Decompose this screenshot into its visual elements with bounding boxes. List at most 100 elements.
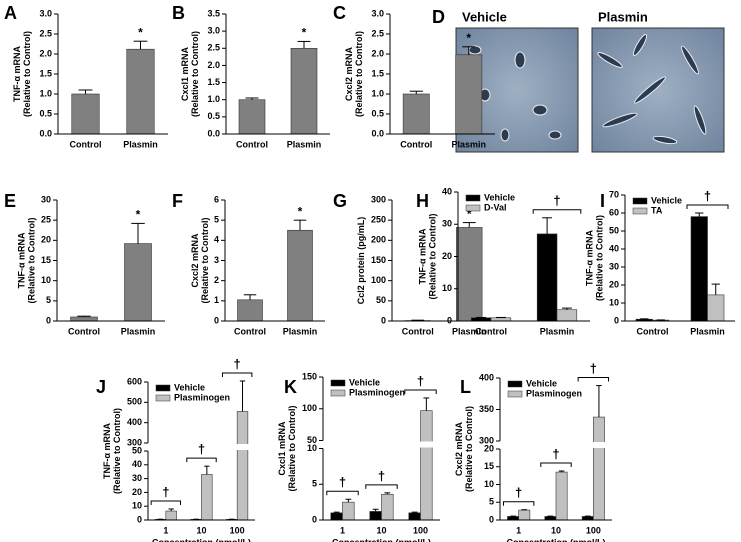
bracket <box>577 377 610 382</box>
bar <box>544 516 557 521</box>
legend-swatch <box>465 194 481 202</box>
annotation: * <box>298 204 303 218</box>
legend-label: D-Val <box>484 202 507 212</box>
y-axis-label: Cxcl1 mRNA <box>180 46 190 101</box>
bar <box>236 411 249 521</box>
y-tick-label: 5 <box>214 215 219 225</box>
y-tick-label: 1.0 <box>207 94 220 104</box>
annotation: † <box>339 475 346 490</box>
y-tick-label: 3.0 <box>207 26 220 36</box>
bar <box>690 216 708 322</box>
bar <box>126 48 155 135</box>
bar <box>507 516 519 521</box>
x-tick-label: 100 <box>413 525 428 535</box>
panel-letter: H <box>416 191 429 211</box>
bar <box>342 501 355 521</box>
bar <box>581 516 594 521</box>
y-tick-label: 20 <box>132 487 142 497</box>
y-tick-label: 10 <box>307 443 317 453</box>
panel-letter: A <box>4 3 17 23</box>
annotation: † <box>590 361 597 376</box>
bar <box>369 511 382 521</box>
panel-letter: F <box>172 191 183 211</box>
y-tick-label: 0 <box>447 315 452 325</box>
y-tick-label: 2 <box>214 275 219 285</box>
x-tick-label: Control <box>475 326 507 336</box>
y-tick-label: 2.5 <box>39 28 52 38</box>
legend-swatch <box>155 394 171 402</box>
x-axis-label: Concentration (nmol/L) <box>507 537 606 542</box>
y-axis-label: (Relative to Control) <box>594 215 604 301</box>
legend-swatch <box>632 197 648 205</box>
y-axis-label: (Relative to Control) <box>190 31 200 117</box>
x-tick-label: Plasmin <box>452 326 487 336</box>
y-axis-label: TNF-α mRNA <box>584 229 594 286</box>
panel-letter: L <box>460 377 471 397</box>
bracket <box>540 462 572 468</box>
bar <box>593 416 605 521</box>
y-axis-label: TNF-α mRNA <box>12 45 22 102</box>
y-tick-label: 50 <box>376 295 386 305</box>
axis-break <box>146 444 255 450</box>
x-tick-label: Plasmin <box>283 326 318 336</box>
annotation: † <box>552 446 559 461</box>
y-tick-label: 100 <box>371 275 386 285</box>
y-tick-label: 1.0 <box>371 88 384 98</box>
y-tick-label: 1.0 <box>39 88 52 98</box>
y-tick-label: 0 <box>46 315 51 325</box>
panel-letter: E <box>4 191 16 211</box>
legend-label: Plasminogen <box>349 387 405 397</box>
bar <box>201 474 213 521</box>
bracket <box>502 501 535 506</box>
y-tick-label: 0 <box>614 315 619 325</box>
bar <box>238 99 266 135</box>
y-tick-label: 3 <box>214 255 219 265</box>
y-tick-label: 30 <box>442 219 452 229</box>
y-tick-label: 300 <box>127 437 142 447</box>
y-tick-label: 50 <box>132 445 142 455</box>
y-tick-label: 15 <box>484 461 494 471</box>
y-axis-label: (Relative to Control) <box>200 217 210 303</box>
x-tick-label: Plasmin <box>123 139 158 149</box>
panel-letter: G <box>333 191 347 211</box>
bracket <box>365 484 398 489</box>
bar <box>518 509 531 521</box>
bar <box>536 233 558 322</box>
legend-label: Plasminogen <box>526 388 582 398</box>
annotation: † <box>553 193 560 208</box>
y-axis-label: Ccl2 protein (pg/mL) <box>356 217 366 305</box>
bar <box>165 510 177 521</box>
y-tick-label: 250 <box>371 215 386 225</box>
legend-swatch <box>632 207 648 215</box>
y-tick-label: 0 <box>381 315 386 325</box>
x-tick-label: Control <box>234 326 266 336</box>
bar <box>455 54 483 135</box>
x-tick-label: 10 <box>551 525 561 535</box>
x-tick-label: Control <box>236 139 268 149</box>
panel-letter: B <box>172 3 185 23</box>
bracket <box>150 500 182 505</box>
y-tick-label: 1 <box>214 295 219 305</box>
annotation: † <box>378 468 385 483</box>
y-tick-label: 0 <box>489 514 494 524</box>
y-tick-label: 0.0 <box>371 128 384 138</box>
y-axis-label: Cxcl2 mRNA <box>454 421 464 476</box>
y-tick-label: 20 <box>609 279 619 289</box>
y-tick-label: 60 <box>609 207 619 217</box>
x-tick-label: Plasmin <box>540 326 575 336</box>
legend-label: Vehicle <box>174 382 205 392</box>
y-axis-label: (Relative to Control) <box>112 408 122 494</box>
y-tick-label: 350 <box>479 404 494 414</box>
x-tick-label: 1 <box>163 525 168 535</box>
panel-letter: C <box>333 3 346 23</box>
bar <box>402 93 430 135</box>
panel-letter: K <box>284 377 297 397</box>
y-tick-label: 50 <box>609 225 619 235</box>
image-label: Plasmin <box>598 9 648 24</box>
y-tick-label: 500 <box>127 397 142 407</box>
bracket <box>686 204 729 209</box>
x-tick-label: Control <box>68 326 100 336</box>
annotation: * <box>136 208 141 222</box>
y-axis-label: (Relative to Control) <box>287 405 297 491</box>
